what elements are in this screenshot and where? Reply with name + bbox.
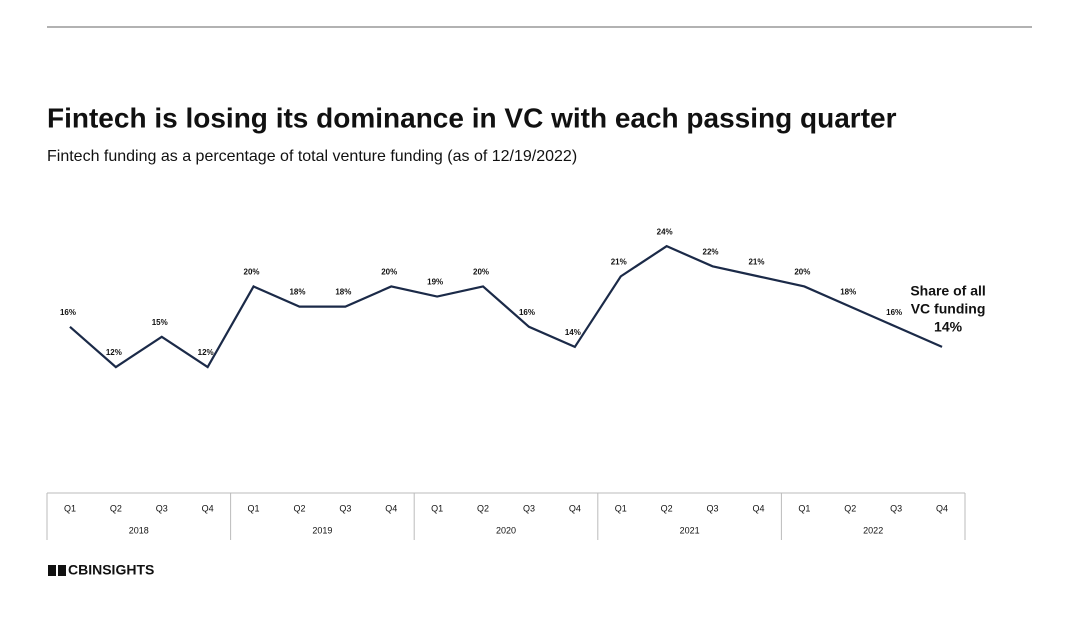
year-label: 2022 [863, 525, 883, 535]
value-label: 19% [427, 278, 443, 287]
x-tick-label: Q3 [339, 503, 351, 513]
value-label: 20% [381, 268, 397, 277]
value-label: 14% [565, 328, 581, 337]
x-tick-label: Q4 [752, 503, 764, 513]
annotation: Share of all [910, 283, 985, 299]
year-label: 2019 [312, 525, 332, 535]
x-tick-label: Q2 [661, 503, 673, 513]
value-label: 18% [335, 288, 351, 297]
line [69, 244, 943, 369]
x-tick-label: Q2 [477, 503, 489, 513]
x-tick-label: Q4 [202, 503, 214, 513]
year-label: 2021 [680, 525, 700, 535]
logo-icon [48, 565, 56, 576]
x-tick-label: Q3 [707, 503, 719, 513]
value-label: 22% [703, 247, 719, 256]
x-tick-label: Q2 [844, 503, 856, 513]
value-label: 18% [840, 288, 856, 297]
year-label: 2020 [496, 525, 516, 535]
value-label: 12% [106, 348, 122, 357]
value-label: 20% [244, 268, 260, 277]
value-label: 12% [198, 348, 214, 357]
x-tick-label: Q1 [798, 503, 810, 513]
value-label: 21% [748, 257, 764, 266]
value-label: 18% [289, 288, 305, 297]
x-tick-label: Q3 [156, 503, 168, 513]
x-tick-label: Q2 [110, 503, 122, 513]
x-tick-label: Q4 [569, 503, 581, 513]
x-tick-label: Q4 [385, 503, 397, 513]
year-label: 2018 [129, 525, 149, 535]
value-label: 16% [60, 308, 76, 317]
value-label: 21% [611, 257, 627, 266]
x-tick-label: Q3 [523, 503, 535, 513]
source-logo: CBINSIGHTS [68, 562, 154, 578]
chart-subtitle: Fintech funding as a percentage of total… [47, 148, 577, 165]
x-tick-label: Q4 [936, 503, 948, 513]
value-label: 20% [794, 268, 810, 277]
x-tick-label: Q1 [615, 503, 627, 513]
value-label: 15% [152, 318, 168, 327]
x-tick-label: Q3 [890, 503, 902, 513]
x-tick-label: Q1 [64, 503, 76, 513]
value-label: 16% [519, 308, 535, 317]
value-label: 16% [886, 308, 902, 317]
x-tick-label: Q1 [248, 503, 260, 513]
value-label: 14% [934, 319, 963, 335]
annotation: VC funding [911, 301, 986, 317]
x-tick-label: Q2 [293, 503, 305, 513]
logo-icon [58, 565, 66, 576]
chart-title: Fintech is losing its dominance in VC wi… [47, 102, 897, 133]
value-label: 24% [657, 227, 673, 236]
x-tick-label: Q1 [431, 503, 443, 513]
value-label: 20% [473, 268, 489, 277]
